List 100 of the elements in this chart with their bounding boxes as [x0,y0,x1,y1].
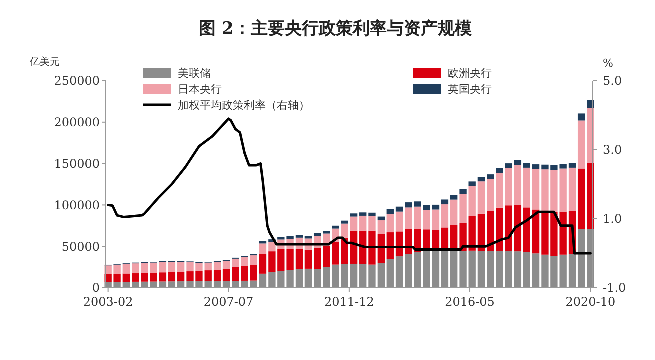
bar [150,282,158,288]
bar [232,267,240,282]
bar [578,114,586,121]
y-tick-label: 0 [92,281,100,296]
bar [250,256,258,266]
bar [122,274,130,282]
bar [360,264,367,288]
y-axis-title: 亿美元 [29,56,60,68]
bar [341,224,348,238]
bar [496,250,504,288]
bar [350,230,358,264]
bar [360,216,367,231]
bar [323,231,330,234]
bar [368,264,376,288]
bar [487,251,494,288]
bar [214,281,222,288]
bar [314,248,322,270]
bar [368,212,376,216]
bar [177,282,185,288]
bar [396,212,404,232]
bar [532,210,540,254]
bar [378,220,386,234]
bar [478,182,486,214]
bar [523,208,530,252]
bar [450,195,458,200]
bar [150,262,158,274]
x-tick-label: 2020-10 [566,295,616,309]
bar [314,233,322,236]
bar [496,168,504,174]
bar [587,100,594,108]
bar [141,273,148,282]
legend-label: 美联储 [178,67,211,80]
bar [532,164,540,170]
bar [122,282,130,288]
bar [496,208,504,251]
bar [259,244,267,254]
chart-title: 图 2：主要央行政策利率与资产规模 [199,19,472,39]
bar [132,274,140,282]
bar [568,254,576,288]
y-tick-label: 100000 [54,198,100,212]
bar [241,280,248,288]
bar [568,168,576,211]
bar [141,263,148,274]
bar [150,273,158,282]
bar [468,182,476,186]
bar [487,174,494,180]
bar [222,281,230,288]
bar [350,264,358,288]
bar [587,108,594,163]
bar [523,168,530,208]
bar [396,256,404,288]
bar [487,211,494,252]
bar [241,257,248,266]
legend-label: 日本央行 [178,83,222,96]
bar [204,262,212,271]
bar [432,204,440,210]
bar [487,179,494,212]
legend-label: 加权平均政策利率（右轴） [178,99,310,112]
bar [350,216,358,231]
bar [232,258,240,268]
bar [514,165,522,206]
bar [396,206,404,212]
bar [168,272,176,282]
y2-tick-label: 5.0 [603,74,622,88]
bar [368,230,376,265]
bar [514,252,522,288]
bar [450,251,458,288]
y2-tick-label: 3.0 [603,143,622,158]
bar [177,272,185,282]
y2-axis-title: % [603,57,614,70]
bar [441,250,449,288]
bar [532,169,540,210]
bar [578,168,586,230]
bar [168,282,176,288]
bar [386,209,394,214]
bar [450,200,458,226]
bar [360,212,367,216]
bar [304,268,312,288]
bar [360,230,367,264]
legend-label: 英国央行 [448,83,492,96]
bar [296,269,304,288]
line-series [107,118,592,255]
bar [460,189,467,194]
x-tick-label: 2007-07 [204,295,254,309]
bar [514,160,522,166]
bar [204,270,212,282]
bar [587,162,594,230]
bar [222,261,230,270]
bar [514,205,522,252]
bar [314,269,322,288]
x-tick-label: 2011-12 [324,295,374,309]
legend-label: 欧洲央行 [448,67,492,80]
bar [241,266,248,281]
bar [222,269,230,282]
bar [386,214,394,233]
y-tick-label: 250000 [54,74,100,88]
bar [523,163,530,168]
bar [214,270,222,282]
bar [122,264,130,274]
bar [578,120,586,169]
